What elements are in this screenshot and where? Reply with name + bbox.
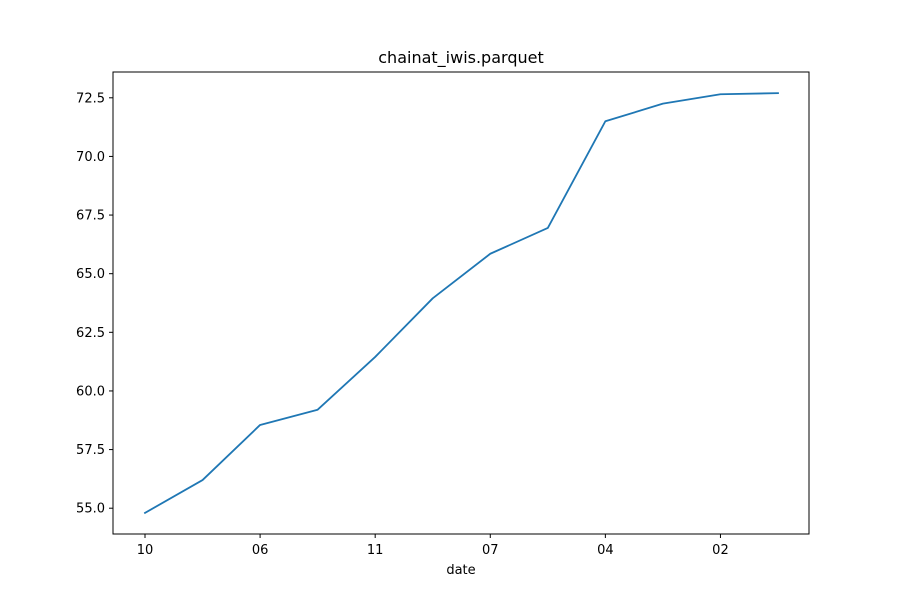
y-tick-label: 67.5: [76, 209, 105, 224]
x-axis: 10 06 11 07 04 02: [137, 534, 729, 558]
series-layer: [143, 92, 779, 515]
x-axis-label: date: [446, 563, 475, 578]
series-line: [143, 92, 779, 515]
y-tick-label: 55.0: [76, 502, 105, 517]
y-axis: 55.0 57.5 60.0 62.5 65.0 67.5 70.0 72.5: [76, 91, 113, 517]
y-tick-label: 60.0: [76, 384, 105, 399]
y-tick-label: 57.5: [76, 443, 105, 458]
y-tick-label: 62.5: [76, 326, 105, 341]
x-tick-label: 07: [482, 543, 499, 558]
plot-area: [112, 71, 810, 535]
chart-title: chainat_iwis.parquet: [378, 48, 543, 68]
x-tick-label: 11: [367, 543, 384, 558]
x-tick-label: 10: [137, 543, 154, 558]
y-tick-label: 65.0: [76, 267, 105, 282]
x-tick-label: 02: [712, 543, 729, 558]
x-tick-label: 04: [597, 543, 614, 558]
x-tick-label: 06: [252, 543, 269, 558]
y-tick-label: 70.0: [76, 150, 105, 165]
y-tick-label: 72.5: [76, 91, 105, 106]
